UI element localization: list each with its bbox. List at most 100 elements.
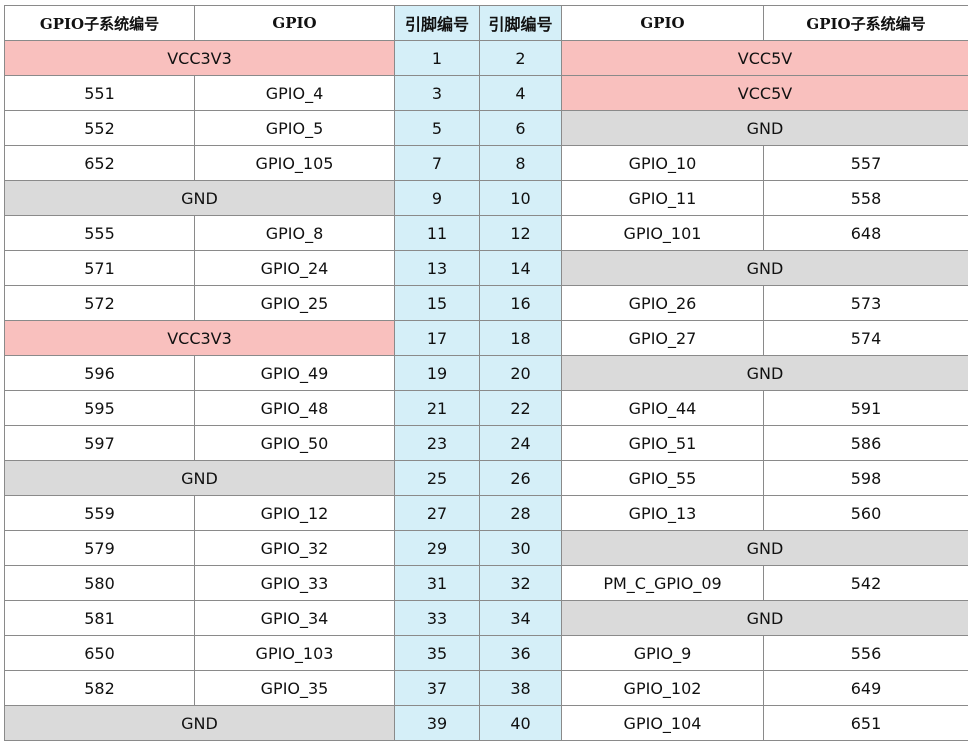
pin-number-even: 28 — [479, 495, 562, 531]
right-ground-cell: GND — [561, 355, 968, 391]
pin-number-odd: 3 — [394, 75, 480, 111]
table-row: 571 GPIO_24 13 14 GND — [4, 250, 968, 286]
left-gpio-name: GPIO_35 — [194, 670, 395, 706]
right-gpio-name: GPIO_10 — [561, 145, 764, 181]
pin-number-even: 32 — [479, 565, 562, 601]
right-subsystem-number: 542 — [763, 565, 968, 601]
right-gpio-name: GPIO_104 — [561, 705, 764, 741]
pin-number-even: 14 — [479, 250, 562, 286]
left-ground-cell: GND — [4, 705, 395, 741]
right-gpio-name: GPIO_9 — [561, 635, 764, 671]
table-row: 580 GPIO_33 31 32 PM_C_GPIO_09 542 — [4, 565, 968, 601]
right-subsystem-number: 558 — [763, 180, 968, 216]
header-right-pin-number: 引脚编号 — [479, 5, 562, 41]
right-gpio-name: GPIO_11 — [561, 180, 764, 216]
left-gpio-name: GPIO_4 — [194, 75, 395, 111]
pin-number-odd: 19 — [394, 355, 480, 391]
pin-number-odd: 25 — [394, 460, 480, 496]
header-left-gpio: GPIO — [194, 5, 395, 41]
left-subsystem-number: 580 — [4, 565, 195, 601]
pin-number-odd: 29 — [394, 530, 480, 566]
left-subsystem-number: 582 — [4, 670, 195, 706]
table-row: GND 9 10 GPIO_11 558 — [4, 180, 968, 216]
pin-number-even: 18 — [479, 320, 562, 356]
pin-number-even: 12 — [479, 215, 562, 251]
left-gpio-name: GPIO_5 — [194, 110, 395, 146]
pin-number-even: 36 — [479, 635, 562, 671]
pinout-table-container: GPIO子系统编号 GPIO 引脚编号 引脚编号 GPIO GPIO子系统编号 … — [4, 5, 968, 741]
left-subsystem-number: 597 — [4, 425, 195, 461]
right-gpio-name: GPIO_55 — [561, 460, 764, 496]
left-gpio-name: GPIO_33 — [194, 565, 395, 601]
pin-number-odd: 5 — [394, 110, 480, 146]
table-row: 572 GPIO_25 15 16 GPIO_26 573 — [4, 285, 968, 321]
pin-number-even: 8 — [479, 145, 562, 181]
table-row: 559 GPIO_12 27 28 GPIO_13 560 — [4, 495, 968, 531]
left-subsystem-number: 596 — [4, 355, 195, 391]
left-subsystem-number: 650 — [4, 635, 195, 671]
pin-number-even: 16 — [479, 285, 562, 321]
table-row: 552 GPIO_5 5 6 GND — [4, 110, 968, 146]
table-row: VCC3V3 1 2 VCC5V — [4, 40, 968, 76]
right-gpio-name: GPIO_44 — [561, 390, 764, 426]
right-gpio-name: GPIO_27 — [561, 320, 764, 356]
left-subsystem-number: 551 — [4, 75, 195, 111]
right-power-cell: VCC5V — [561, 40, 968, 76]
pin-number-odd: 7 — [394, 145, 480, 181]
pin-number-odd: 9 — [394, 180, 480, 216]
right-gpio-name: GPIO_101 — [561, 215, 764, 251]
left-gpio-name: GPIO_50 — [194, 425, 395, 461]
left-gpio-name: GPIO_8 — [194, 215, 395, 251]
header-left-subsystem-number: GPIO子系统编号 — [4, 5, 195, 41]
left-gpio-name: GPIO_105 — [194, 145, 395, 181]
pin-number-even: 24 — [479, 425, 562, 461]
table-row: 650 GPIO_103 35 36 GPIO_9 556 — [4, 635, 968, 671]
right-subsystem-number: 651 — [763, 705, 968, 741]
pin-number-even: 38 — [479, 670, 562, 706]
pin-number-odd: 23 — [394, 425, 480, 461]
left-subsystem-number: 581 — [4, 600, 195, 636]
table-row: 581 GPIO_34 33 34 GND — [4, 600, 968, 636]
pin-number-even: 34 — [479, 600, 562, 636]
table-row: 555 GPIO_8 11 12 GPIO_101 648 — [4, 215, 968, 251]
right-gpio-name: PM_C_GPIO_09 — [561, 565, 764, 601]
table-row: 551 GPIO_4 3 4 VCC5V — [4, 75, 968, 111]
left-subsystem-number: 555 — [4, 215, 195, 251]
pin-number-even: 4 — [479, 75, 562, 111]
table-row: 579 GPIO_32 29 30 GND — [4, 530, 968, 566]
header-row: GPIO子系统编号 GPIO 引脚编号 引脚编号 GPIO GPIO子系统编号 — [4, 5, 968, 41]
left-ground-cell: GND — [4, 460, 395, 496]
table-row: 582 GPIO_35 37 38 GPIO_102 649 — [4, 670, 968, 706]
header-right-gpio: GPIO — [561, 5, 764, 41]
pin-number-odd: 17 — [394, 320, 480, 356]
pin-number-even: 40 — [479, 705, 562, 741]
right-subsystem-number: 648 — [763, 215, 968, 251]
right-subsystem-number: 574 — [763, 320, 968, 356]
pin-number-odd: 21 — [394, 390, 480, 426]
left-gpio-name: GPIO_24 — [194, 250, 395, 286]
right-subsystem-number: 560 — [763, 495, 968, 531]
right-gpio-name: GPIO_102 — [561, 670, 764, 706]
table-header: GPIO子系统编号 GPIO 引脚编号 引脚编号 GPIO GPIO子系统编号 — [4, 5, 968, 41]
right-ground-cell: GND — [561, 530, 968, 566]
left-ground-cell: GND — [4, 180, 395, 216]
left-subsystem-number: 572 — [4, 285, 195, 321]
pin-number-odd: 33 — [394, 600, 480, 636]
right-subsystem-number: 586 — [763, 425, 968, 461]
right-subsystem-number: 556 — [763, 635, 968, 671]
pin-number-odd: 15 — [394, 285, 480, 321]
left-gpio-name: GPIO_12 — [194, 495, 395, 531]
pin-number-odd: 1 — [394, 40, 480, 76]
table-row: 652 GPIO_105 7 8 GPIO_10 557 — [4, 145, 968, 181]
left-gpio-name: GPIO_34 — [194, 600, 395, 636]
left-subsystem-number: 579 — [4, 530, 195, 566]
right-subsystem-number: 598 — [763, 460, 968, 496]
pin-number-even: 20 — [479, 355, 562, 391]
pin-number-odd: 13 — [394, 250, 480, 286]
left-gpio-name: GPIO_25 — [194, 285, 395, 321]
pin-number-odd: 35 — [394, 635, 480, 671]
header-left-pin-number: 引脚编号 — [394, 5, 480, 41]
right-gpio-name: GPIO_26 — [561, 285, 764, 321]
pin-number-even: 26 — [479, 460, 562, 496]
left-gpio-name: GPIO_32 — [194, 530, 395, 566]
